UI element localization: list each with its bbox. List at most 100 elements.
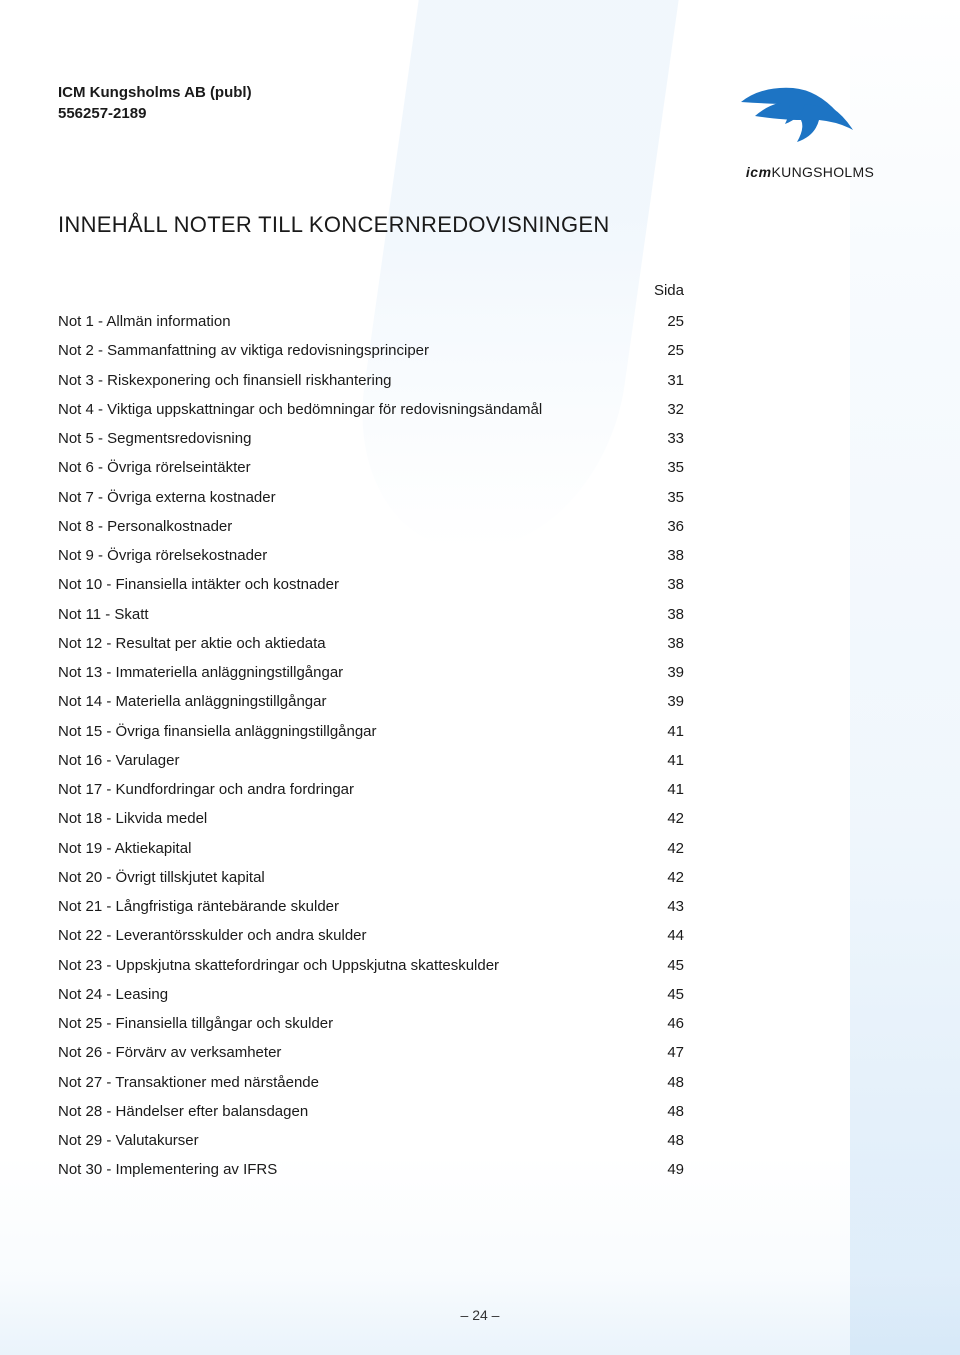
company-name: ICM Kungsholms AB (publ) — [58, 82, 252, 103]
toc-item-label: Not 9 - Övriga rörelsekostnader — [58, 541, 658, 570]
toc-item-page: 48 — [658, 1126, 698, 1155]
toc-row: Not 4 - Viktiga uppskattningar och bedöm… — [58, 395, 698, 424]
toc-item-label: Not 1 - Allmän information — [58, 307, 658, 336]
toc-row: Not 14 - Materiella anläggningstillgånga… — [58, 687, 698, 716]
toc-row: Not 21 - Långfristiga räntebärande skuld… — [58, 892, 698, 921]
toc-item-page: 42 — [658, 834, 698, 863]
toc-item-label: Not 7 - Övriga externa kostnader — [58, 483, 658, 512]
toc-item-label: Not 6 - Övriga rörelseintäkter — [58, 453, 658, 482]
toc-row: Not 30 - Implementering av IFRS49 — [58, 1155, 698, 1184]
toc-item-label: Not 12 - Resultat per aktie och aktiedat… — [58, 629, 658, 658]
company-block: ICM Kungsholms AB (publ) 556257-2189 — [58, 78, 252, 124]
toc-item-label: Not 29 - Valutakurser — [58, 1126, 658, 1155]
toc-item-page: 47 — [658, 1038, 698, 1067]
toc-item-page: 36 — [658, 512, 698, 541]
toc-row: Not 11 - Skatt38 — [58, 600, 698, 629]
page-number: – 24 – — [0, 1307, 960, 1323]
toc-row: Not 23 - Uppskjutna skattefordringar och… — [58, 951, 698, 980]
toc-item-page: 38 — [658, 629, 698, 658]
toc-item-label: Not 25 - Finansiella tillgångar och skul… — [58, 1009, 658, 1038]
toc-item-label: Not 26 - Förvärv av verksamheter — [58, 1038, 658, 1067]
company-orgnr: 556257-2189 — [58, 103, 252, 124]
table-of-contents: Sida Not 1 - Allmän information25Not 2 -… — [58, 282, 698, 1185]
bird-icon — [735, 78, 885, 158]
toc-item-page: 25 — [658, 307, 698, 336]
toc-item-label: Not 30 - Implementering av IFRS — [58, 1155, 658, 1184]
toc-row: Not 17 - Kundfordringar och andra fordri… — [58, 775, 698, 804]
toc-item-page: 45 — [658, 980, 698, 1009]
toc-row: Not 13 - Immateriella anläggningstillgån… — [58, 658, 698, 687]
toc-item-label: Not 16 - Varulager — [58, 746, 658, 775]
toc-item-label: Not 20 - Övrigt tillskjutet kapital — [58, 863, 658, 892]
toc-item-page: 39 — [658, 658, 698, 687]
toc-row: Not 2 - Sammanfattning av viktiga redovi… — [58, 336, 698, 365]
logo-text-rest: KUNGSHOLMS — [772, 164, 875, 180]
toc-item-page: 44 — [658, 921, 698, 950]
toc-item-label: Not 2 - Sammanfattning av viktiga redovi… — [58, 336, 658, 365]
toc-item-label: Not 15 - Övriga finansiella anläggningst… — [58, 717, 658, 746]
toc-row: Not 7 - Övriga externa kostnader35 — [58, 483, 698, 512]
toc-item-page: 48 — [658, 1097, 698, 1126]
toc-item-page: 42 — [658, 804, 698, 833]
toc-row: Not 19 - Aktiekapital42 — [58, 834, 698, 863]
toc-row: Not 9 - Övriga rörelsekostnader38 — [58, 541, 698, 570]
toc-item-label: Not 17 - Kundfordringar och andra fordri… — [58, 775, 658, 804]
toc-item-page: 33 — [658, 424, 698, 453]
toc-row: Not 15 - Övriga finansiella anläggningst… — [58, 717, 698, 746]
toc-row: Not 26 - Förvärv av verksamheter47 — [58, 1038, 698, 1067]
toc-item-page: 32 — [658, 395, 698, 424]
toc-row: Not 8 - Personalkostnader36 — [58, 512, 698, 541]
toc-item-page: 25 — [658, 336, 698, 365]
toc-item-label: Not 3 - Riskexponering och finansiell ri… — [58, 366, 658, 395]
toc-item-page: 48 — [658, 1068, 698, 1097]
toc-row: Not 22 - Leverantörsskulder och andra sk… — [58, 921, 698, 950]
toc-row: Not 6 - Övriga rörelseintäkter35 — [58, 453, 698, 482]
toc-row: Not 3 - Riskexponering och finansiell ri… — [58, 366, 698, 395]
toc-row: Not 1 - Allmän information25 — [58, 307, 698, 336]
toc-header-label: Sida — [654, 282, 684, 299]
toc-item-label: Not 13 - Immateriella anläggningstillgån… — [58, 658, 658, 687]
toc-row: Not 25 - Finansiella tillgångar och skul… — [58, 1009, 698, 1038]
toc-item-page: 38 — [658, 600, 698, 629]
toc-row: Not 28 - Händelser efter balansdagen48 — [58, 1097, 698, 1126]
toc-item-label: Not 28 - Händelser efter balansdagen — [58, 1097, 658, 1126]
toc-item-page: 38 — [658, 541, 698, 570]
toc-item-label: Not 27 - Transaktioner med närstående — [58, 1068, 658, 1097]
toc-item-label: Not 5 - Segmentsredovisning — [58, 424, 658, 453]
toc-row: Not 27 - Transaktioner med närstående48 — [58, 1068, 698, 1097]
toc-item-page: 49 — [658, 1155, 698, 1184]
toc-rows: Not 1 - Allmän information25Not 2 - Samm… — [58, 307, 698, 1185]
toc-column-header: Sida — [58, 282, 698, 299]
toc-item-page: 31 — [658, 366, 698, 395]
toc-item-page: 41 — [658, 746, 698, 775]
toc-item-label: Not 8 - Personalkostnader — [58, 512, 658, 541]
toc-item-label: Not 14 - Materiella anläggningstillgånga… — [58, 687, 658, 716]
toc-item-page: 38 — [658, 570, 698, 599]
page-content: ICM Kungsholms AB (publ) 556257-2189 icm… — [0, 0, 960, 1185]
toc-item-page: 43 — [658, 892, 698, 921]
toc-row: Not 16 - Varulager41 — [58, 746, 698, 775]
toc-row: Not 5 - Segmentsredovisning33 — [58, 424, 698, 453]
toc-item-label: Not 4 - Viktiga uppskattningar och bedöm… — [58, 395, 658, 424]
toc-item-page: 35 — [658, 453, 698, 482]
toc-item-page: 45 — [658, 951, 698, 980]
logo: icmKUNGSHOLMS — [730, 78, 890, 180]
toc-row: Not 24 - Leasing45 — [58, 980, 698, 1009]
toc-item-label: Not 18 - Likvida medel — [58, 804, 658, 833]
toc-item-label: Not 21 - Långfristiga räntebärande skuld… — [58, 892, 658, 921]
toc-item-page: 42 — [658, 863, 698, 892]
page-title: INNEHÅLL NOTER TILL KONCERNREDOVISNINGEN — [58, 212, 890, 238]
toc-item-label: Not 10 - Finansiella intäkter och kostna… — [58, 570, 658, 599]
logo-text: icmKUNGSHOLMS — [730, 164, 890, 180]
toc-item-label: Not 24 - Leasing — [58, 980, 658, 1009]
toc-row: Not 12 - Resultat per aktie och aktiedat… — [58, 629, 698, 658]
toc-item-page: 39 — [658, 687, 698, 716]
toc-row: Not 18 - Likvida medel42 — [58, 804, 698, 833]
toc-item-label: Not 19 - Aktiekapital — [58, 834, 658, 863]
logo-text-em: icm — [746, 164, 772, 180]
toc-row: Not 20 - Övrigt tillskjutet kapital42 — [58, 863, 698, 892]
toc-item-page: 35 — [658, 483, 698, 512]
toc-item-label: Not 11 - Skatt — [58, 600, 658, 629]
toc-item-page: 46 — [658, 1009, 698, 1038]
toc-row: Not 29 - Valutakurser48 — [58, 1126, 698, 1155]
